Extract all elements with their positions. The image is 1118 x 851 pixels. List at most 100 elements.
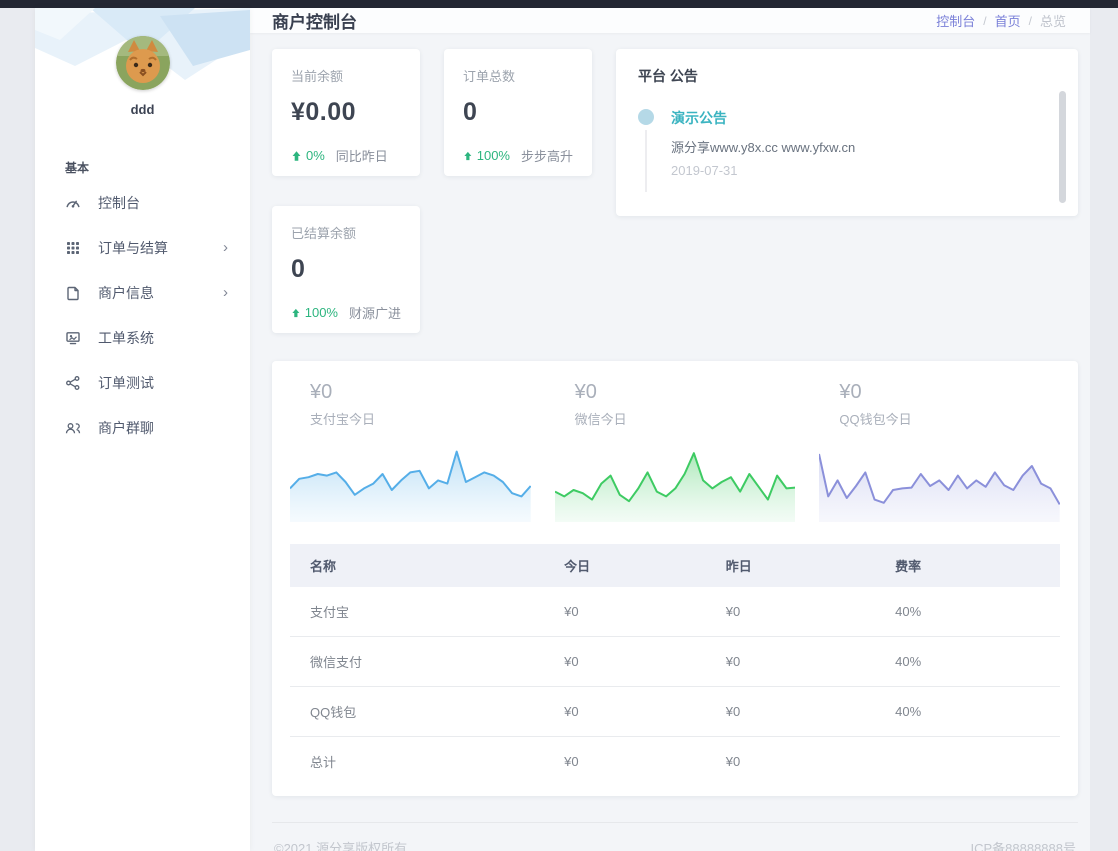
chart-label: 微信今日 — [574, 412, 627, 427]
trend-percent: 100% — [304, 305, 338, 320]
column-header-today: 今日 — [544, 544, 706, 587]
trend-percent: 100% — [476, 148, 510, 163]
table-cell: QQ钱包 — [290, 686, 545, 737]
breadcrumb-item-console[interactable]: 控制台 — [936, 14, 976, 29]
sidebar-item-dashboard[interactable]: 控制台 — [35, 180, 250, 225]
users-icon — [65, 422, 81, 433]
page: ddd 基本 控制台 订单与结算 — [0, 8, 1118, 851]
share-icon — [66, 375, 80, 390]
sidebar-item-label: 商户信息 — [98, 284, 154, 301]
breadcrumb-item-home[interactable]: 首页 — [994, 14, 1021, 29]
user-avatar — [115, 36, 170, 90]
gauge-icon — [66, 200, 80, 208]
sidebar-item-label: 订单与结算 — [98, 239, 168, 256]
table-cell: 40% — [875, 636, 1060, 687]
table-cell: 支付宝 — [290, 587, 545, 637]
sidebar-item-label: 订单测试 — [98, 374, 154, 391]
column-header-yesterday: 昨日 — [705, 544, 876, 587]
sidebar-item-label: 商户群聊 — [98, 419, 154, 436]
table-cell: ¥0 — [705, 587, 876, 637]
stat-value: ¥0.00 — [291, 98, 357, 126]
chart-qq-wallet-today: ¥0 QQ钱包今日 — [819, 381, 1061, 522]
table-cell — [875, 737, 1060, 787]
table-row-qq-wallet: QQ钱包 ¥0 ¥0 40% — [290, 686, 1060, 737]
table-cell: ¥0 — [544, 686, 706, 737]
platform-announcement-panel: 平台 公告 演示公告 源分享www.y8x.cc www.yfxw.cn 201… — [616, 49, 1078, 216]
announcement-date: 2019-07-31 — [671, 163, 738, 178]
trend-note: 步步高升 — [520, 149, 573, 164]
announcement-link[interactable]: 演示公告 — [671, 110, 727, 126]
trend-note: 财源广进 — [348, 306, 401, 321]
username: ddd — [130, 102, 155, 117]
chart-value: ¥0 — [310, 381, 333, 403]
stat-label: 当前余额 — [291, 69, 344, 84]
arrow-up-icon — [464, 151, 472, 160]
breadcrumb-separator: / — [1028, 13, 1032, 28]
breadcrumb-item-overview: 总览 — [1039, 14, 1066, 29]
document-icon — [67, 286, 79, 300]
stat-label: 已结算余额 — [291, 226, 357, 241]
table-row-total: 总计 ¥0 ¥0 — [290, 737, 1060, 787]
stat-label: 订单总数 — [463, 69, 516, 84]
breadcrumb-separator: / — [983, 13, 987, 28]
wechat-sparkline-chart — [554, 452, 796, 522]
chart-wechat-today: ¥0 微信今日 — [554, 381, 796, 522]
table-cell: ¥0 — [705, 686, 876, 737]
chart-value: ¥0 — [574, 381, 597, 403]
table-cell: ¥0 — [544, 636, 706, 687]
breadcrumb: 控制台 / 首页 / 总览 — [936, 11, 1066, 30]
arrow-up-icon — [292, 150, 301, 161]
scrollbar-thumb[interactable] — [1059, 91, 1066, 203]
copyright-text: ©2021 源分享版权所有. — [274, 841, 411, 851]
chart-alipay-today: ¥0 支付宝今日 — [290, 381, 531, 522]
sidebar-item-merchant-chat[interactable]: 商户群聊 — [35, 405, 250, 450]
chart-value: ¥0 — [839, 381, 862, 403]
sidebar-item-ticket-system[interactable]: 工单系统 — [35, 315, 250, 360]
payments-overview-panel: ¥0 支付宝今日 ¥0 微信今日 ¥0 — [272, 361, 1078, 796]
sidebar-section-label: 基本 — [65, 161, 90, 175]
sidebar-item-label: 控制台 — [98, 194, 140, 211]
qq-wallet-sparkline-chart — [819, 453, 1061, 522]
table-cell: 40% — [875, 587, 1060, 637]
table-cell: 总计 — [310, 755, 337, 770]
monitor-icon — [66, 331, 80, 344]
table-cell: ¥0 — [564, 754, 579, 769]
payment-rates-table: 名称 今日 昨日 费率 支付宝 ¥0 ¥0 40% — [290, 544, 1060, 786]
announcement-title: 平台 公告 — [638, 68, 698, 84]
content-body: 当前余额 ¥0.00 0% 同比昨日 订单总数 0 — [250, 33, 1090, 851]
chart-label: 支付宝今日 — [310, 412, 376, 427]
sidebar: ddd 基本 控制台 订单与结算 — [35, 8, 250, 851]
main-content: 商户控制台 控制台 / 首页 / 总览 当前余额 ¥0.00 — [250, 8, 1090, 851]
stat-card-settled-balance: 已结算余额 0 100% 财源广进 — [272, 206, 420, 333]
announcement-item: 演示公告 源分享www.y8x.cc www.yfxw.cn 2019-07-3… — [638, 108, 1056, 192]
page-title: 商户控制台 — [272, 13, 357, 32]
table-cell: 40% — [875, 686, 1060, 737]
table-cell: ¥0 — [725, 754, 741, 769]
table-header-row: 名称 今日 昨日 费率 — [290, 544, 1060, 587]
table-row-wechat: 微信支付 ¥0 ¥0 40% — [290, 636, 1060, 687]
sidebar-menu: 控制台 订单与结算 › 商户信息 › — [35, 180, 250, 450]
chevron-right-icon: › — [223, 284, 228, 301]
table-row-alipay: 支付宝 ¥0 ¥0 40% — [290, 587, 1060, 637]
table-cell: ¥0 — [705, 636, 876, 687]
stat-card-order-total: 订单总数 0 100% 步步高升 — [444, 49, 592, 176]
sidebar-item-orders-settlement[interactable]: 订单与结算 › — [35, 225, 250, 270]
sidebar-item-label: 工单系统 — [98, 329, 154, 346]
column-header-rate: 费率 — [875, 544, 1060, 587]
announcement-content: 源分享www.y8x.cc www.yfxw.cn — [671, 140, 856, 155]
table-cell: 微信支付 — [290, 636, 545, 687]
stat-value: 0 — [291, 255, 306, 283]
timeline-dot-icon — [638, 109, 654, 125]
table-cell: ¥0 — [544, 587, 706, 637]
alipay-sparkline-chart — [290, 450, 531, 522]
sidebar-item-order-test[interactable]: 订单测试 — [35, 360, 250, 405]
icp-number: ICP备88888888号 — [970, 841, 1076, 851]
page-footer: ©2021 源分享版权所有. ICP备88888888号 — [272, 822, 1078, 851]
stat-value: 0 — [463, 98, 478, 126]
timeline-line — [645, 130, 647, 192]
window-top-bar — [0, 0, 1118, 8]
chart-label: QQ钱包今日 — [839, 412, 912, 427]
content-header: 商户控制台 控制台 / 首页 / 总览 — [250, 8, 1090, 33]
chevron-right-icon: › — [223, 239, 228, 256]
sidebar-item-merchant-info[interactable]: 商户信息 › — [35, 270, 250, 315]
